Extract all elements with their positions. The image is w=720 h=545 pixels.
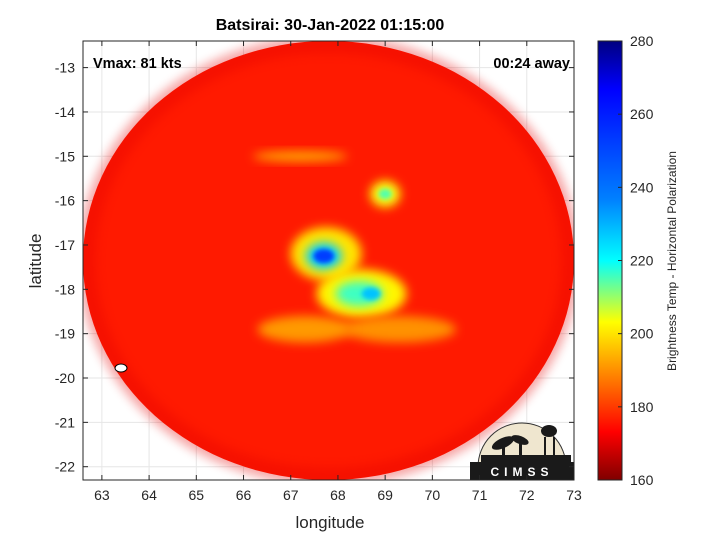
y-tick-label: -21 [55, 414, 75, 430]
x-tick-label: 73 [566, 487, 582, 503]
x-tick-label: 69 [377, 487, 393, 503]
tb-feature-5 [361, 287, 381, 300]
x-tick-label: 65 [189, 487, 205, 503]
x-tick-label: 66 [236, 487, 252, 503]
y-axis-label: latitude [26, 234, 45, 289]
colorbar-tick-label: 220 [630, 253, 654, 269]
colorbar-tick-label: 200 [630, 326, 654, 342]
tb-feature-9 [342, 315, 456, 343]
x-axis-label: longitude [295, 513, 364, 532]
y-tick-label: -22 [55, 459, 75, 475]
tb-feature-2 [313, 248, 335, 264]
colorbar-label: Brightness Temp - Horizontal Polarizatio… [665, 151, 679, 371]
x-tick-label: 64 [141, 487, 157, 503]
y-tick-label: -18 [55, 281, 75, 297]
x-tick-label: 63 [94, 487, 110, 503]
y-tick-label: -14 [55, 104, 75, 120]
vmax-annotation: Vmax: 81 kts [93, 56, 182, 72]
x-tick-label: 67 [283, 487, 299, 503]
x-tick-label: 72 [519, 487, 535, 503]
x-tick-label: 71 [472, 487, 488, 503]
tb-feature-7 [378, 188, 392, 200]
colorbar-ticks: 160 180 200 220 240 260 280 [618, 33, 654, 488]
logo-text: CIMSS [490, 465, 553, 479]
colorbar-tick-label: 280 [630, 33, 654, 49]
x-tick-label: 68 [330, 487, 346, 503]
colorbar-tick-label: 240 [630, 179, 654, 195]
cimss-logo: CIMSS [470, 422, 574, 480]
feature-layer [252, 150, 456, 343]
axes-frame [82, 40, 575, 481]
tb-feature-10 [257, 315, 353, 343]
colorbar-tick-label: 160 [630, 472, 654, 488]
chart-title: Batsirai: 30-Jan-2022 01:15:00 [216, 17, 445, 34]
island-outline [114, 363, 128, 373]
y-tick-label: -19 [55, 326, 75, 342]
y-tick-label: -17 [55, 237, 75, 253]
time-away-annotation: 00:24 away [493, 56, 570, 72]
colorbar-tick-label: 260 [630, 106, 654, 122]
ticks: 63 64 65 66 67 68 69 70 71 72 73 -13 -14 -15 -16 -17 -18… [55, 41, 582, 503]
y-tick-label: -20 [55, 370, 75, 386]
swath-edge-band [83, 41, 574, 480]
y-tick-label: -16 [55, 193, 75, 209]
y-tick-label: -15 [55, 148, 75, 164]
colorbar-tick-label: 180 [630, 399, 654, 415]
tb-feature-8 [252, 150, 348, 162]
x-tick-label: 70 [425, 487, 441, 503]
y-tick-label: -13 [55, 60, 75, 76]
